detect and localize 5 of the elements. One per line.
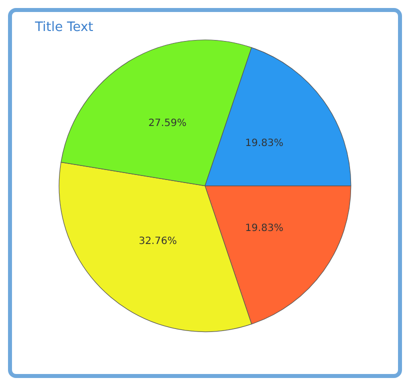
data-label: 19.83% [245,222,284,234]
data-label: 27.59% [148,118,186,129]
data-label: 32.76% [138,236,177,247]
chart-title: Title Text [34,20,94,36]
data-label: 19.83% [245,138,284,149]
